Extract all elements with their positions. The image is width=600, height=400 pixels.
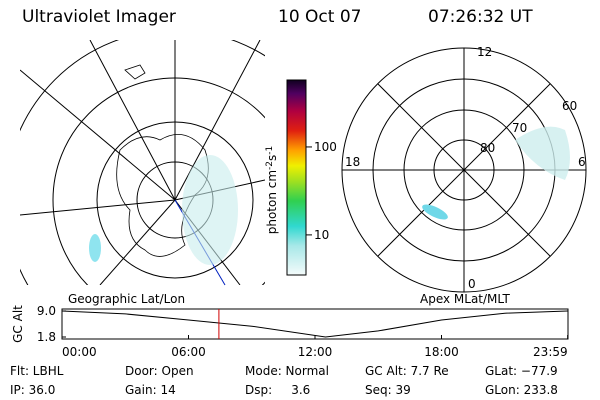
x-tick-label: 23:59 [533,345,568,359]
aurora [182,155,238,265]
info-field: Gain: 14 [125,383,176,397]
info-field: Seq: 39 [365,383,411,397]
aurora [422,204,448,220]
aurora [89,234,101,262]
mlat-label: 70 [512,121,527,135]
altitude-frame [61,308,569,340]
mlt-map-label: Apex MLat/MLT [420,292,510,306]
time: 07:26:32 UT [428,7,533,27]
colorbar [286,79,307,276]
colorbar-label: photon cm-2s-1 [265,146,279,235]
x-tick-label: 18:00 [424,345,459,359]
mlt-label: 6 [578,155,586,169]
mlt-label: 18 [345,155,360,169]
info-field: GC Alt: 7.7 Re [365,364,449,378]
info-field: GLat: −77.9 [485,364,558,378]
y-tick-label: 1.8 [37,330,56,344]
mlat-label: 80 [480,141,495,155]
x-tick-label: 00:00 [62,345,97,359]
date: 10 Oct 07 [278,7,361,27]
x-tick-label: 12:00 [298,345,333,359]
geo-grid [20,40,265,285]
info-field: Flt: LBHL [10,364,64,378]
aurora [515,126,570,180]
mlt-label: 0 [468,277,476,291]
mlat-label: 60 [562,99,577,113]
x-tick-label: 06:00 [171,345,206,359]
y-tick-label: 9.0 [37,304,56,318]
altitude-line [61,310,568,338]
mlt-label: 12 [477,45,492,59]
colorbar-tick-label: 10 [314,228,329,242]
info-field: IP: 36.0 [10,383,55,397]
colorbar-tick-label: 100 [314,140,337,154]
y-axis-label: GC Alt [11,305,25,343]
info-field: GLon: 233.8 [485,383,558,397]
geo-label: Geographic Lat/Lon [68,292,185,306]
info-field: Mode: Normal [245,364,329,378]
title: Ultraviolet Imager [22,7,176,27]
info-field: Door: Open [125,364,194,378]
info-field: Dsp: 3.6 [245,383,310,397]
